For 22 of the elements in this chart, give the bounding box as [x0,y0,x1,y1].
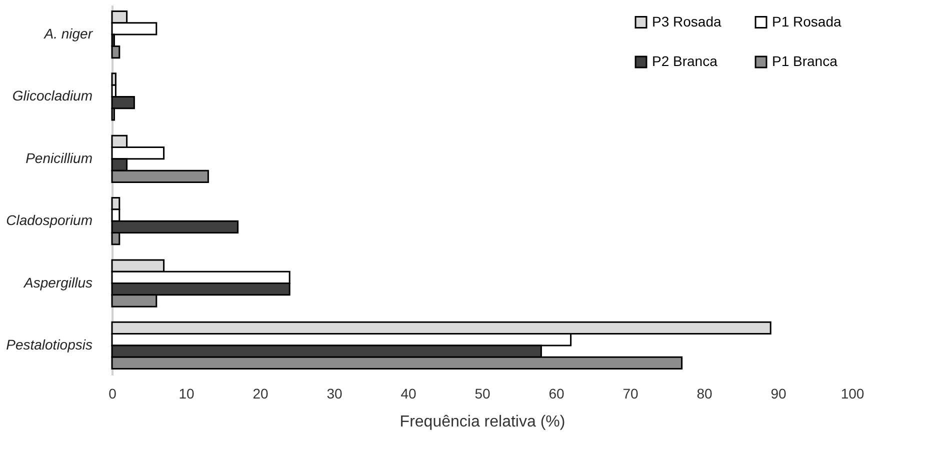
y-tick-label: Pestalotiopsis [6,336,92,352]
x-tick-label: 50 [474,386,490,402]
x-tick-label: 30 [326,386,342,402]
x-tick-label: 100 [840,386,864,402]
x-tick-label: 70 [622,386,638,402]
y-tick-label: Glicocladium [12,88,93,104]
x-tick-label: 40 [400,386,416,402]
x-axis-title: Frequência relativa (%) [400,414,566,430]
y-tick-label: A. niger [43,26,94,42]
y-tick-label: Cladosporium [6,212,93,228]
x-tick-label: 20 [252,386,268,402]
legend-label: P1 Rosada [772,13,842,30]
legend-label: P3 Rosada [652,13,722,30]
x-tick-label: 90 [770,386,786,402]
legend-label: P1 Branca [772,53,838,69]
x-tick-label: 0 [108,386,117,402]
x-tick-label: 10 [178,386,194,402]
legend-label: P2 Branca [652,53,718,69]
x-tick-label: 80 [696,386,712,402]
y-tick-label: Aspergillus [23,274,92,290]
x-tick-label: 60 [548,386,564,402]
y-tick-label: Penicillium [26,150,93,166]
